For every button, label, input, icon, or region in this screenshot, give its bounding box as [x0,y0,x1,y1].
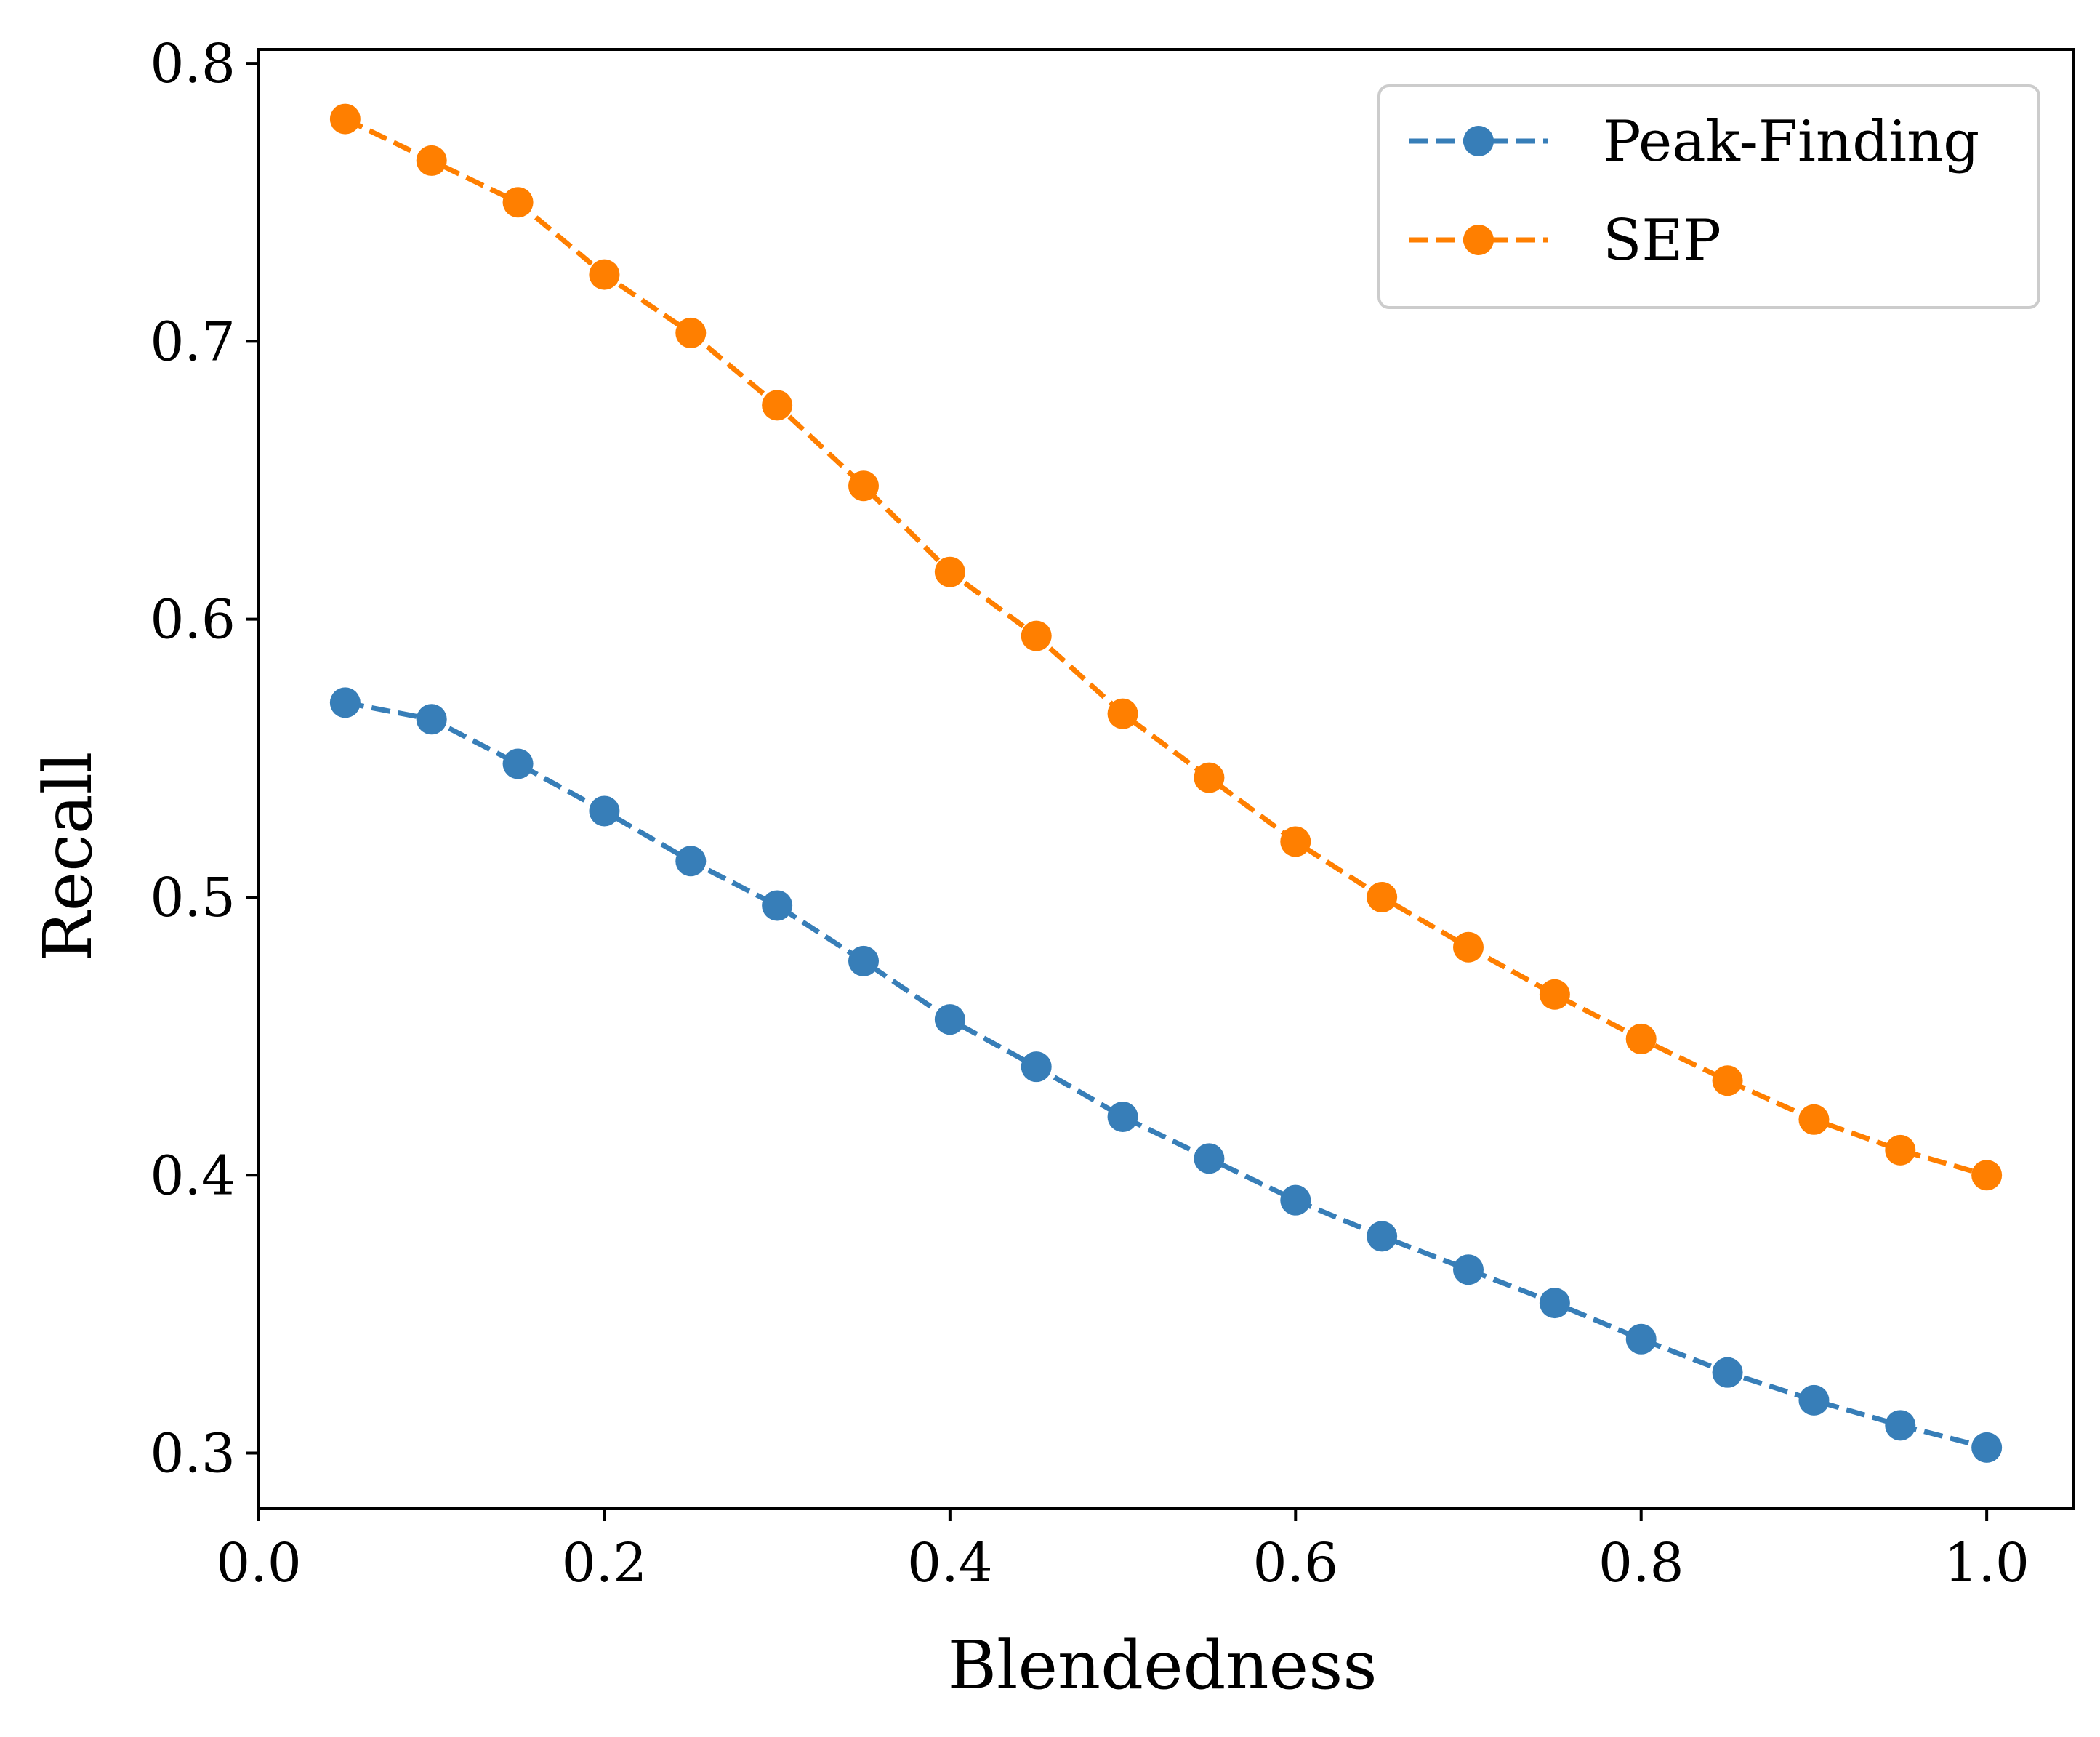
x-tick-label: 0.4 [907,1532,993,1594]
y-tick-label: 0.7 [150,310,236,373]
x-tick-label: 0.0 [216,1532,302,1594]
data-point [329,687,361,718]
data-point [762,390,793,421]
data-point [1367,1221,1398,1252]
data-point [1798,1104,1830,1135]
data-point [1798,1384,1830,1416]
data-point [1367,881,1398,912]
legend-marker [1463,225,1494,255]
y-tick-label: 0.6 [150,589,236,651]
data-point [1194,1143,1225,1174]
data-point [1712,1065,1743,1096]
y-tick-label: 0.5 [150,867,236,929]
data-point [1280,1184,1311,1216]
y-axis-ticks: 0.3 0.4 0.5 0.6 0.7 0.8 [150,33,259,1485]
x-tick-label: 0.6 [1252,1532,1338,1594]
data-point [1539,979,1570,1010]
y-tick-label: 0.4 [150,1144,236,1207]
data-point [1971,1160,2003,1191]
data-point [1021,1051,1052,1083]
data-point [934,556,965,587]
y-tick-label: 0.8 [150,33,236,95]
y-axis-label: Recall [29,752,107,962]
data-point [1625,1323,1657,1355]
y-tick-label: 0.3 [150,1423,236,1485]
data-point [1107,1101,1138,1132]
series-layer [329,103,2003,1463]
data-point [589,795,620,827]
data-point [762,890,793,921]
series-line [344,116,1988,1178]
x-axis-ticks: 0.0 0.2 0.4 0.6 0.8 1.0 [216,1509,2029,1594]
data-point [416,145,447,176]
x-tick-label: 0.8 [1598,1532,1684,1594]
data-point [934,1004,965,1035]
data-point [1280,826,1311,857]
x-tick-label: 1.0 [1944,1532,2029,1594]
legend: Peak-Finding SEP [1377,84,2040,309]
data-point [1539,1288,1570,1319]
legend-label: SEP [1603,208,1721,273]
data-point [589,259,620,290]
data-point [675,846,707,877]
data-point [675,317,707,348]
data-point [1885,1410,1916,1441]
data-point [848,470,879,502]
data-point [1194,762,1225,793]
data-point [1021,620,1052,651]
legend-label: Peak-Finding [1603,109,1979,174]
legend-marker [1463,126,1494,156]
data-point [1453,931,1484,963]
data-point [848,945,879,976]
data-point [329,103,361,135]
x-axis-label: Blendedness [947,1626,1377,1704]
data-point [502,187,534,218]
plot-frame [257,48,2075,1510]
data-point [502,748,534,779]
series-line [345,699,1987,1451]
legend-entries: Peak-Finding SEP [1409,109,1979,273]
data-point [1625,1023,1657,1054]
data-point [1885,1134,1916,1166]
data-point [1107,698,1138,729]
data-point [1453,1254,1484,1285]
data-point [1712,1357,1743,1388]
data-point [1971,1432,2003,1463]
x-tick-label: 0.2 [562,1532,648,1594]
data-point [416,704,447,735]
